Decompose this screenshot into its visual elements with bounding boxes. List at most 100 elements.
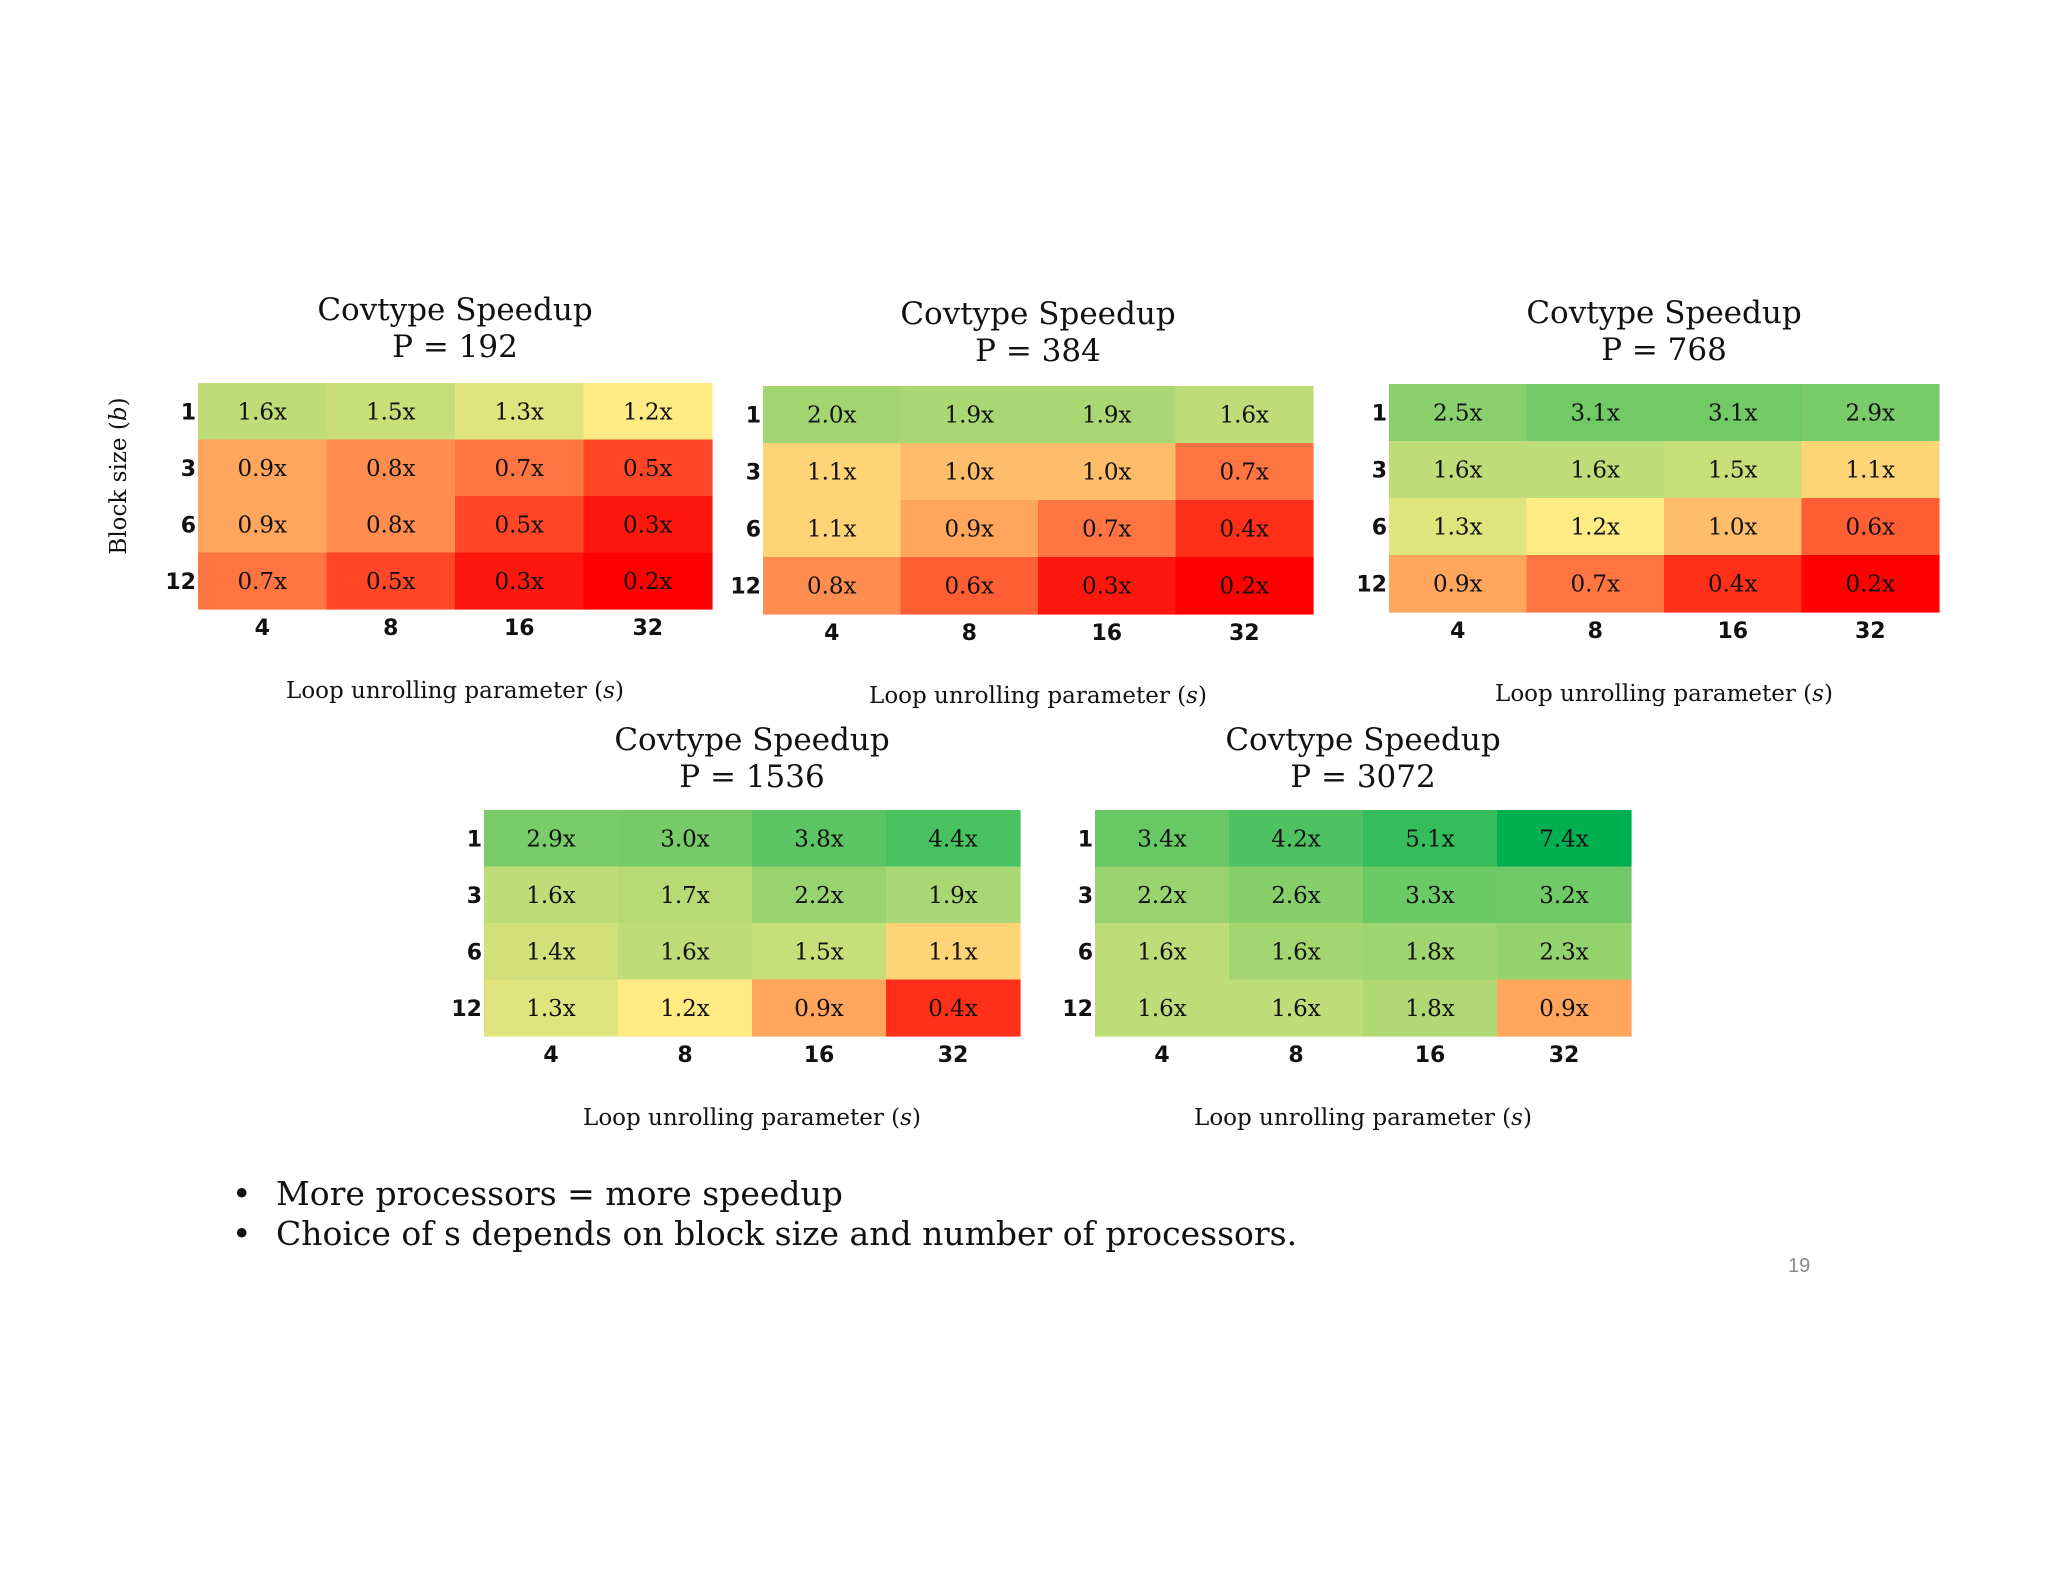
x-tick-label: 32 [938, 1043, 969, 1068]
heatmap-cell [1095, 866, 1230, 924]
y-tick-label: 6 [1078, 940, 1093, 965]
heatmap-cell [1363, 866, 1498, 924]
cell-value-label: 1.4x [526, 939, 576, 965]
cell-value-label: 0.7x [1570, 572, 1620, 598]
x-tick-label: 4 [1154, 1043, 1169, 1068]
cell-value-label: 4.2x [1271, 826, 1321, 852]
cell-value-label: 1.6x [526, 883, 576, 909]
x-tick-label: 4 [1450, 619, 1465, 644]
heatmap-cell [752, 866, 887, 924]
heatmap-cell [1664, 441, 1803, 499]
x-tick-label: 8 [1588, 619, 1603, 644]
cell-value-label: 2.2x [794, 883, 844, 909]
heatmap-cell [763, 500, 902, 558]
heatmap-cell [1664, 384, 1803, 442]
x-axis-label: Loop unrolling parameter (s) [583, 1105, 921, 1131]
cell-value-label: 2.2x [1137, 883, 1187, 909]
cell-value-label: 1.0x [1082, 460, 1132, 486]
chart-subtitle: P = 768 [1601, 332, 1727, 368]
heatmap-cell [618, 923, 753, 981]
heatmap-cell [900, 443, 1039, 501]
heatmap-cell [1497, 810, 1632, 868]
y-tick-label: 3 [1372, 459, 1387, 484]
heatmap-cell [1526, 498, 1665, 556]
cell-value-label: 1.6x [1137, 939, 1187, 965]
cell-value-label: 1.6x [660, 939, 710, 965]
cell-value-label: 1.8x [1405, 996, 1455, 1022]
x-tick-label: 8 [383, 616, 398, 641]
heatmap-cell [1801, 555, 1940, 613]
cell-value-label: 1.5x [366, 399, 416, 425]
cell-value-label: 2.9x [526, 826, 576, 852]
heatmap-cell [1095, 979, 1230, 1037]
heatmap-cell [886, 923, 1021, 981]
heatmap-cell [1801, 498, 1940, 556]
x-tick-label: 16 [1415, 1043, 1446, 1068]
heatmap-cell [1038, 500, 1177, 558]
cell-value-label: 0.9x [237, 456, 287, 482]
cell-value-label: 1.1x [928, 939, 978, 965]
heatmap-cell [1389, 441, 1528, 499]
x-tick-label: 32 [1855, 619, 1886, 644]
cell-value-label: 3.2x [1539, 883, 1589, 909]
cell-value-label: 0.8x [807, 574, 857, 600]
heatmap-cell [752, 979, 887, 1037]
y-tick-label: 3 [467, 884, 482, 909]
heatmap-cell [1664, 498, 1803, 556]
heatmap-cell [326, 496, 456, 554]
cell-value-label: 1.2x [660, 996, 710, 1022]
y-tick-label: 3 [746, 461, 761, 486]
y-tick-label: 1 [1372, 402, 1387, 427]
heatmap-cell [618, 979, 753, 1037]
heatmap-cell [618, 866, 753, 924]
heatmap-cell [618, 810, 753, 868]
heatmap-cell [1229, 866, 1364, 924]
heatmap-cell [1363, 979, 1498, 1037]
y-axis-label: Block size (b) [106, 397, 132, 554]
heatmap-cell [484, 979, 619, 1037]
x-tick-label: 16 [1717, 619, 1748, 644]
x-tick-label: 16 [1091, 621, 1122, 646]
chart-subtitle: P = 384 [975, 333, 1101, 369]
y-tick-label: 6 [746, 518, 761, 543]
cell-value-label: 1.9x [1082, 403, 1132, 429]
chart-title: Covtype Speedup [614, 722, 889, 758]
cell-value-label: 1.6x [1271, 996, 1321, 1022]
heatmap-cell [886, 866, 1021, 924]
heatmap-cell [583, 496, 713, 554]
cell-value-label: 3.1x [1570, 401, 1620, 427]
cell-value-label: 1.1x [1845, 458, 1895, 484]
chart-title: Covtype Speedup [900, 296, 1175, 332]
chart-title: Covtype Speedup [1526, 295, 1801, 331]
cell-value-label: 1.3x [494, 399, 544, 425]
cell-value-label: 0.2x [623, 569, 673, 595]
heatmap-cell [1095, 810, 1230, 868]
cell-value-label: 0.9x [794, 996, 844, 1022]
heatmap-cell [1664, 555, 1803, 613]
cell-value-label: 1.9x [928, 883, 978, 909]
cell-value-label: 1.6x [1433, 458, 1483, 484]
heatmap-cell [900, 500, 1039, 558]
cell-value-label: 2.0x [807, 403, 857, 429]
heatmap-cell [1801, 441, 1940, 499]
heatmap-cell [886, 979, 1021, 1037]
heatmap-cell [326, 439, 456, 497]
heatmap-cell [1526, 555, 1665, 613]
cell-value-label: 0.7x [1082, 517, 1132, 543]
cell-value-label: 0.5x [494, 512, 544, 538]
cell-value-label: 1.6x [1271, 939, 1321, 965]
y-tick-label: 12 [451, 997, 482, 1022]
cell-value-label: 1.6x [1137, 996, 1187, 1022]
x-axis-label: Loop unrolling parameter (s) [1194, 1105, 1532, 1131]
cell-value-label: 1.6x [1219, 403, 1269, 429]
cell-value-label: 0.4x [928, 996, 978, 1022]
page-number: 19 [1788, 1255, 1811, 1277]
chart-title: Covtype Speedup [317, 292, 592, 328]
cell-value-label: 2.9x [1845, 401, 1895, 427]
y-tick-label: 12 [730, 575, 761, 600]
cell-value-label: 3.1x [1708, 401, 1758, 427]
y-tick-label: 3 [181, 457, 196, 482]
cell-value-label: 0.2x [1219, 574, 1269, 600]
heatmap-cell [198, 439, 328, 497]
